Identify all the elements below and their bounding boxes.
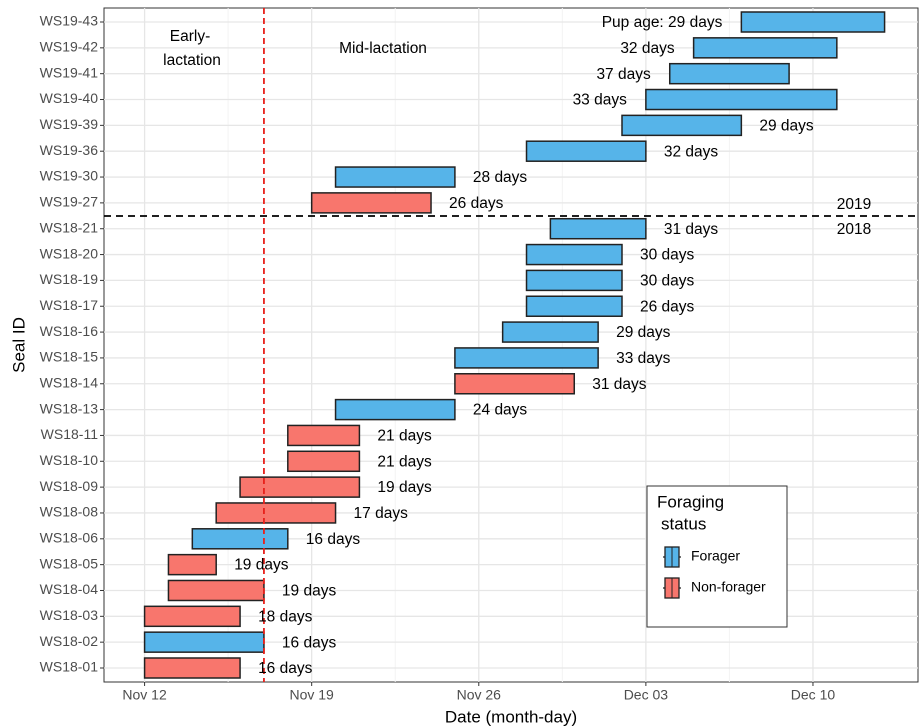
y-tick-label: WS19-41 [40, 64, 99, 80]
annotation: Mid-lactation [339, 40, 427, 57]
value-label: 19 days [282, 583, 337, 600]
bar [501, 321, 599, 343]
y-axis-title: Seal ID [9, 317, 28, 373]
value-label: 19 days [377, 479, 432, 496]
x-tick-label: Nov 26 [457, 687, 502, 703]
bar [239, 476, 361, 498]
bar [334, 166, 456, 188]
x-tick-label: Nov 12 [122, 687, 167, 703]
value-label: 32 days [620, 40, 675, 57]
bar [310, 192, 432, 214]
y-tick-label: WS18-06 [40, 530, 99, 546]
value-label: 26 days [640, 298, 695, 315]
legend-label: Forager [691, 548, 740, 564]
value-label: 29 days [616, 324, 671, 341]
y-tick-label: WS18-09 [40, 478, 99, 494]
value-label: 17 days [354, 505, 409, 522]
legend: Foraging status [646, 485, 788, 628]
y-tick-label: WS18-20 [40, 245, 99, 261]
bar [143, 657, 241, 679]
annotation: 2018 [837, 221, 871, 238]
bar [740, 11, 886, 33]
bar [454, 373, 576, 395]
y-tick-label: WS19-42 [40, 39, 99, 55]
y-tick-label: WS19-43 [40, 13, 99, 29]
bar [621, 114, 743, 137]
bar [668, 62, 790, 85]
value-label: 21 days [377, 428, 432, 445]
annotation: Early- [170, 28, 210, 45]
value-label: 31 days [592, 376, 647, 393]
bar [525, 269, 623, 292]
y-tick-label: WS19-36 [40, 142, 99, 158]
y-tick-label: WS18-01 [40, 659, 99, 675]
value-label: 37 days [596, 66, 651, 83]
x-axis-title: Date (month-day) [445, 707, 577, 726]
bar [215, 502, 337, 524]
value-label: 16 days [258, 660, 313, 677]
bar [287, 424, 361, 447]
bar [549, 217, 647, 240]
bar [334, 398, 456, 421]
value-label: 18 days [258, 608, 313, 625]
value-label: 29 days [759, 117, 814, 134]
y-tick-label: WS19-27 [40, 194, 99, 210]
bar [167, 579, 265, 602]
bar [287, 450, 361, 473]
y-tick-label: WS18-17 [40, 297, 99, 313]
value-label: 16 days [282, 634, 337, 651]
y-tick-label: WS19-40 [40, 90, 99, 106]
value-label: 33 days [616, 350, 671, 367]
y-tick-label: WS18-03 [40, 607, 99, 623]
y-tick-label: WS18-14 [40, 374, 99, 390]
value-label: 16 days [306, 531, 361, 548]
y-tick-label: WS18-08 [40, 504, 99, 520]
value-label: 30 days [640, 247, 695, 264]
bar [143, 605, 241, 628]
value-label: 24 days [473, 402, 528, 419]
bar [692, 37, 838, 59]
bar [454, 347, 599, 369]
y-tick-label: WS18-02 [40, 633, 99, 649]
y-tick-label: WS18-19 [40, 271, 99, 287]
x-tick-label: Nov 19 [289, 687, 334, 703]
y-tick-label: WS18-15 [40, 349, 99, 365]
annotation: 2019 [837, 196, 871, 213]
x-tick-label: Dec 10 [791, 687, 836, 703]
value-label: 28 days [473, 169, 528, 186]
y-tick-label: WS19-30 [40, 168, 99, 184]
value-label: 30 days [640, 272, 695, 289]
value-label: 33 days [573, 92, 628, 109]
y-tick-label: WS18-13 [40, 400, 99, 416]
legend-label: Non-forager [691, 579, 766, 595]
bar [167, 553, 217, 576]
value-label: 19 days [234, 557, 289, 574]
y-tick-label: WS19-39 [40, 116, 99, 132]
bar [191, 528, 289, 550]
y-tick-label: WS18-11 [41, 426, 99, 442]
bar [525, 243, 623, 266]
y-tick-label: WS18-21 [40, 219, 99, 235]
value-label: 21 days [377, 453, 432, 470]
bar [525, 140, 647, 162]
value-label: 31 days [664, 221, 719, 238]
x-tick-label: Dec 03 [624, 687, 669, 703]
value-label: 26 days [449, 195, 504, 212]
y-tick-label: WS18-16 [40, 323, 99, 339]
y-tick-label: WS18-05 [40, 555, 99, 571]
y-tick-label: WS18-10 [40, 452, 99, 468]
annotation: lactation [163, 52, 221, 69]
legend-title: status [661, 514, 706, 533]
value-label: Pup age: 29 days [602, 14, 723, 31]
bar [143, 631, 265, 653]
value-label: 32 days [664, 143, 719, 160]
y-tick-label: WS18-04 [40, 581, 99, 597]
legend-title: Foraging [657, 492, 724, 511]
bar [525, 295, 623, 317]
bar [645, 88, 838, 111]
